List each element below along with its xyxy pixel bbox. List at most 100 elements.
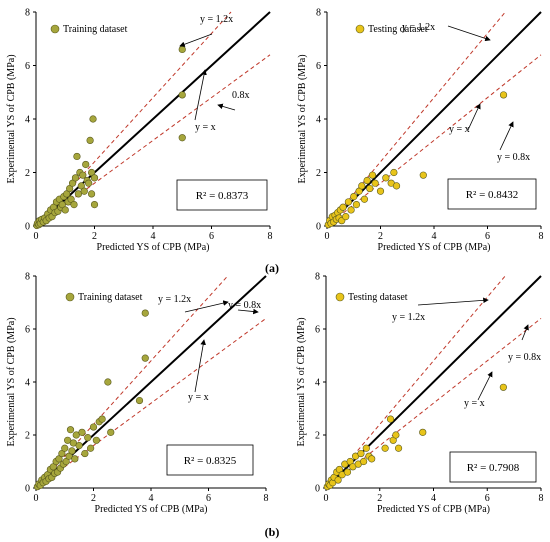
r2-box (447, 178, 537, 210)
x-axis-title: Predicted YS of CPB (MPa) (377, 504, 490, 515)
data-point (339, 203, 347, 211)
data-point (334, 476, 342, 484)
data-point (360, 195, 369, 203)
label-upper-line: y = 1.2x (200, 14, 233, 25)
data-point (68, 447, 76, 455)
data-point (363, 176, 371, 185)
data-point (74, 190, 83, 198)
data-point (84, 434, 92, 442)
data-point (358, 182, 366, 190)
x-axis-title: Predicted YS of CPB (MPa) (378, 242, 491, 253)
data-point (87, 444, 95, 452)
label-lower-line: y = 0.8x (497, 152, 530, 163)
data-point (89, 115, 97, 123)
data-point (98, 415, 106, 423)
annotation-arrow (499, 121, 514, 151)
data-point (347, 206, 355, 214)
data-point (92, 436, 100, 444)
label-middle-line: y = x (195, 122, 216, 133)
data-point (419, 428, 427, 436)
y-tick-label: 2 (25, 431, 30, 442)
data-point (343, 468, 352, 476)
y-tick-label: 4 (25, 378, 30, 389)
data-point (107, 428, 115, 436)
data-point (69, 439, 77, 447)
data-point (70, 201, 78, 209)
annotation-arrow (179, 33, 213, 47)
r2-box (176, 179, 268, 211)
part-label-a: (a) (265, 261, 279, 275)
x-tick-label: 0 (34, 493, 39, 504)
data-point (362, 444, 370, 452)
data-point (352, 201, 361, 209)
data-point (104, 378, 112, 386)
label-middle-line: y = x (449, 124, 470, 135)
x-tick-label: 4 (149, 493, 154, 504)
y-tick-label: 8 (25, 8, 30, 19)
data-point (85, 179, 93, 187)
y-tick-label: 2 (316, 168, 321, 179)
r2-label: R² = 0.8373 (196, 190, 249, 202)
data-point (178, 91, 186, 99)
line-1-2x (35, 11, 232, 227)
annotation-arrow (217, 103, 236, 111)
data-point (80, 187, 88, 195)
data-point (79, 171, 87, 179)
y-tick-label: 8 (25, 272, 30, 283)
x-tick-label: 8 (539, 231, 544, 242)
chart-panel-3: 0 2 4 6 8 0 2 4 6 8 Predicted YS of CPB (MPa) Exper… (6, 272, 269, 516)
legend-label: Training dataset (63, 24, 128, 35)
x-tick-label: 6 (485, 231, 490, 242)
y-tick-label: 0 (316, 222, 321, 233)
y-tick-label: 0 (25, 484, 30, 495)
line-1-2x (35, 275, 229, 489)
y-axis-title: Experimental YS of CPB (MPa) (297, 54, 308, 183)
data-point (75, 442, 83, 450)
data-point (366, 184, 374, 193)
y-axis-title: Experimental YS of CPB (MPa) (296, 317, 307, 446)
data-point (71, 455, 79, 463)
data-point (72, 431, 80, 439)
data-point (66, 426, 75, 434)
legend-marker (335, 292, 345, 302)
x-tick-label: 2 (377, 493, 382, 504)
data-point (499, 91, 508, 99)
data-point (394, 444, 403, 452)
data-point (342, 213, 350, 221)
chart-panel-4: 0 2 4 6 8 0 2 4 6 8 Predicted YS of CPB (MPa) Exper… (296, 272, 544, 516)
annotation-arrow (194, 69, 207, 121)
data-point (82, 160, 90, 169)
legend-label: Testing dataset (348, 292, 408, 303)
data-point (73, 152, 81, 161)
y-tick-label: 6 (315, 325, 320, 336)
y-tick-label: 4 (25, 115, 30, 126)
data-point (419, 171, 427, 179)
line-1-0x (326, 11, 542, 227)
legend-label: Training dataset (78, 292, 143, 303)
data-point (87, 190, 96, 198)
legend-marker (50, 24, 60, 34)
data-point (178, 45, 186, 54)
annotation-arrow (237, 308, 259, 315)
y-tick-label: 0 (315, 484, 320, 495)
y-axis-title: Experimental YS of CPB (MPa) (6, 317, 17, 446)
y-tick-label: 6 (25, 325, 30, 336)
label-middle-line: y = x (464, 398, 485, 409)
y-tick-label: 8 (316, 8, 321, 19)
data-point (89, 423, 98, 431)
data-point (71, 174, 80, 182)
data-point (368, 171, 377, 179)
annotation-arrow (447, 25, 491, 42)
x-tick-label: 0 (325, 231, 330, 242)
data-point (360, 457, 368, 466)
label-upper-line: y = 1.2x (402, 22, 435, 33)
line-0-8x (35, 317, 267, 489)
data-point (376, 187, 385, 195)
data-point (382, 174, 390, 182)
data-point (78, 428, 86, 436)
legend-marker (355, 24, 365, 34)
y-tick-label: 2 (25, 168, 30, 179)
annotation-arrow (467, 103, 481, 131)
y-tick-label: 4 (316, 115, 321, 126)
